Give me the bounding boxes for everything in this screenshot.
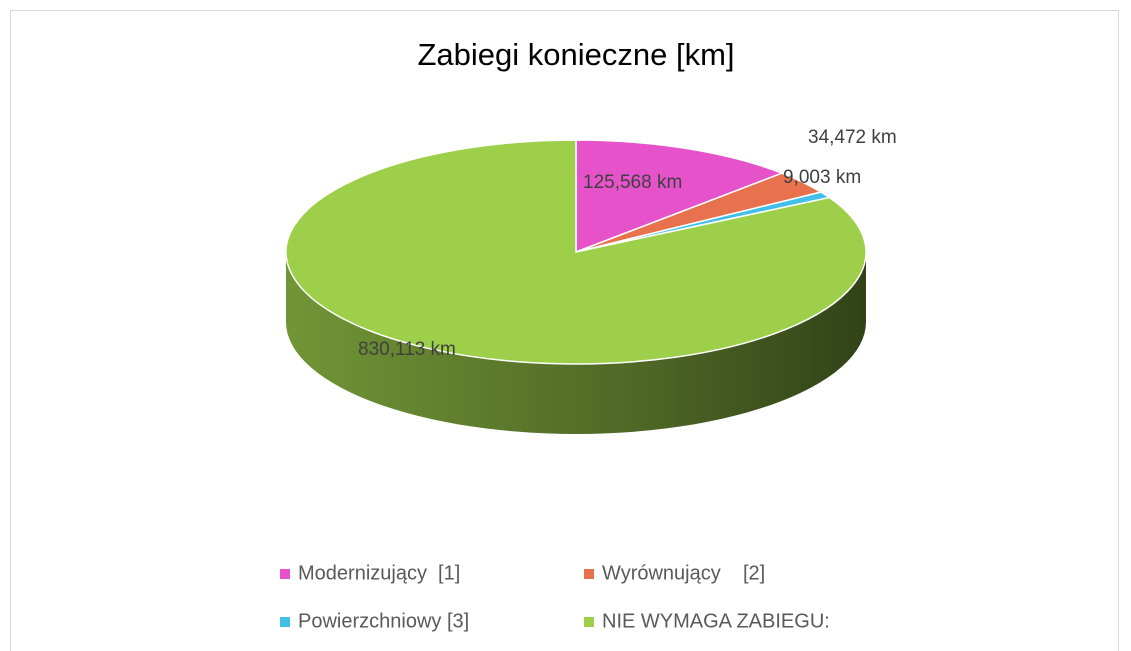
data-label: 125,568 km (583, 172, 682, 193)
data-label: 34,472 km (808, 127, 897, 148)
legend-label: Powierzchniowy [3] (298, 610, 469, 632)
pie-side (286, 252, 866, 434)
data-label: 830,113 km (358, 339, 456, 360)
legend-label: Wyrównujący [2] (602, 562, 765, 584)
legend-swatch (584, 617, 594, 627)
chart-frame (10, 10, 1119, 651)
legend-label: NIE WYMAGA ZABIEGU: (602, 610, 830, 632)
legend-swatch (280, 569, 290, 579)
legend-swatch (280, 617, 290, 627)
pie-slice (575, 139, 785, 254)
chart-title: Zabiegi konieczne [km] (417, 37, 734, 72)
pie-slice (285, 139, 867, 365)
data-label: 9,003 km (783, 167, 861, 188)
legend-label: Modernizujący [1] (298, 562, 460, 584)
legend-swatch (584, 569, 594, 579)
